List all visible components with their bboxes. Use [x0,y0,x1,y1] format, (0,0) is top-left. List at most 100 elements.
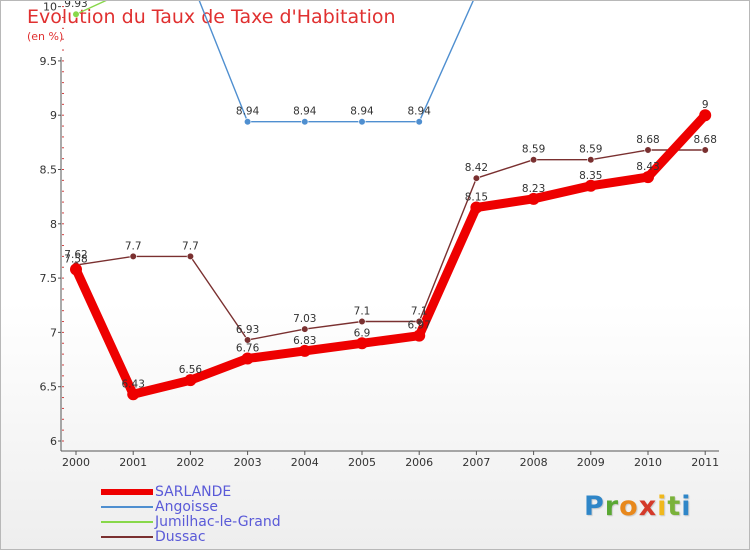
data-point [358,317,366,326]
x-tick-label: 2008 [520,456,548,469]
data-point [642,171,654,184]
series-line-angoisse [198,1,474,123]
data-label: 8.15 [465,192,488,204]
x-tick-label: 2009 [577,456,605,469]
data-point [587,156,595,164]
data-point [72,10,80,18]
data-point [472,174,481,182]
x-tick-label: 2001 [119,456,147,469]
series-lines [71,1,710,399]
y-tick-label: 8 [50,218,57,231]
x-tick-label: 2011 [691,456,719,469]
y-tick-label: 7.5 [40,272,58,285]
data-point [301,118,309,126]
data-label: 7.7 [125,240,142,252]
y-tick-label: 7 [50,326,57,339]
logo-letter: r [604,491,620,522]
chart-axes: 66.577.588.599.51010.51111.51212.5132000… [40,1,720,469]
data-label: 8.35 [579,170,602,182]
data-point [415,118,423,126]
data-point [70,263,82,276]
legend-swatch [101,536,153,538]
legend-swatch [101,521,153,523]
data-point [701,146,709,154]
data-label: 8.94 [350,106,374,118]
data-point [356,337,368,350]
series-points [70,10,712,401]
legend-label: Angoisse [155,499,218,515]
series-line-sarlande [71,110,710,399]
x-tick-label: 2002 [176,456,204,469]
data-point [358,118,366,126]
data-point [127,388,140,401]
data-label: 6.93 [236,324,259,336]
data-point [301,325,309,333]
x-tick-label: 2007 [462,456,490,469]
data-label: 8.42 [465,162,488,174]
data-point [415,317,423,326]
y-tick-label: 6.5 [40,381,58,394]
data-point [699,109,712,122]
data-label: 8.94 [408,106,432,118]
data-label: 9.93 [64,1,87,10]
y-tick-label: 10 [43,1,57,14]
data-point [244,118,252,126]
x-tick-label: 2005 [348,456,376,469]
x-tick-label: 2010 [634,456,662,469]
data-label: 7.7 [182,240,199,252]
data-label: 8.23 [522,183,545,195]
logo-letter: i [681,491,692,522]
x-tick-label: 2000 [62,456,90,469]
y-tick-label: 6 [50,435,57,448]
y-tick-label: 9.5 [40,55,58,68]
data-point [584,179,597,192]
data-point [529,156,538,164]
chart-title: Evolution du Taux de Taxe d'Habitation [27,6,396,28]
data-labels: 7.58 6.43 6.56 6.76 6.83 6.9 6.97 8.15 8.23 8.35 8… [64,1,717,390]
x-tick-label: 2006 [405,456,433,469]
legend-label: Jumilhac-le-Grand [155,514,281,530]
logo-letter: x [638,491,658,522]
data-label: 7.62 [64,249,87,261]
legend-label: Dussac [155,529,206,545]
data-point [186,252,194,260]
data-point [527,192,540,205]
legend-swatch [101,489,153,495]
series-line-jumilhac-le-grand [75,1,107,15]
data-label: 8.68 [636,134,659,146]
data-label: 6.43 [122,378,145,390]
series-line-dussac [75,149,706,341]
data-point [413,329,426,342]
y-tick-label: 9 [50,109,57,122]
proxiti-logo: Proxiti [584,491,692,522]
logo-letter: o [619,491,639,522]
logo-letter: i [657,491,668,522]
data-label: 9 [702,99,709,111]
data-label: 8.43 [636,161,659,173]
data-label: 8.59 [579,144,602,156]
data-label: 7.1 [354,306,371,318]
data-label: 6.97 [408,320,431,332]
data-label: 6.56 [179,364,203,376]
data-point [184,374,197,387]
legend-label: SARLANDE [155,484,232,500]
data-label: 8.94 [236,106,260,118]
logo-letter: P [584,491,605,522]
x-tick-label: 2003 [234,456,262,469]
data-label: 6.83 [293,335,316,347]
chart-subtitle: (en %) [27,30,64,43]
data-label: 8.68 [694,134,717,146]
data-label: 7.03 [293,313,316,325]
data-point [644,146,652,154]
data-label: 6.76 [236,342,260,354]
data-label: 6.9 [354,327,371,339]
data-point [244,336,252,344]
data-label: 7.58 [64,253,87,265]
legend-swatch [101,506,153,508]
data-point [241,352,254,365]
data-point [129,252,137,260]
data-label: 8.59 [522,144,545,156]
y-tick-label: 8.5 [40,164,58,177]
